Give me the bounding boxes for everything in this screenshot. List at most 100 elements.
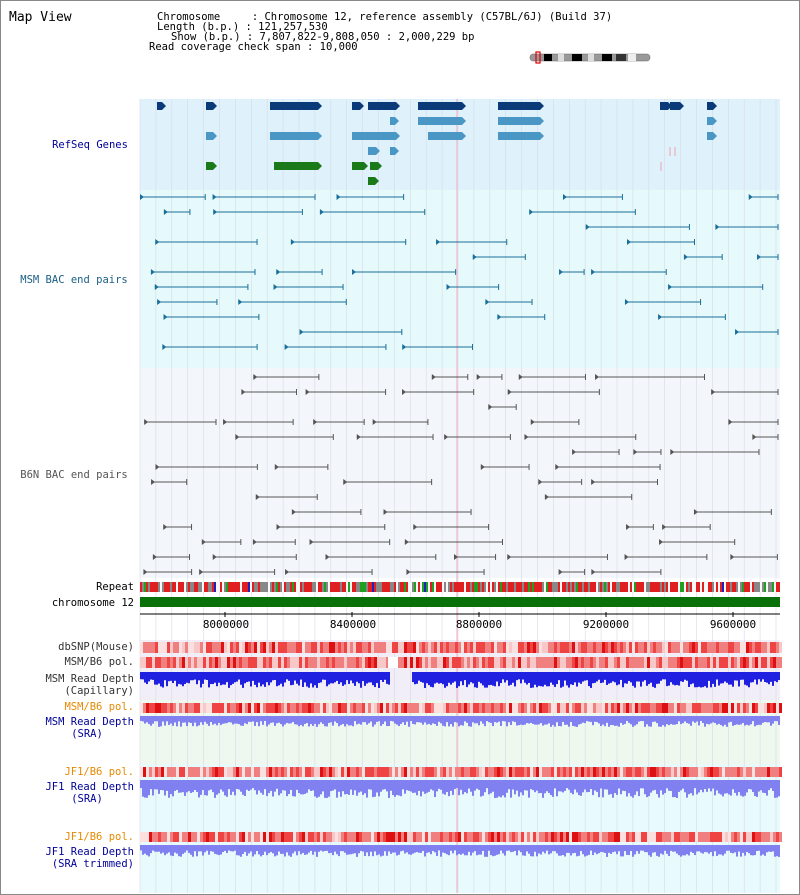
read-depth-bar — [218, 780, 220, 794]
polymorphism-cell — [185, 657, 188, 668]
polymorphism-cell — [275, 657, 278, 668]
repeat-segment — [202, 582, 204, 592]
read-depth-bar — [340, 672, 342, 683]
polymorphism-cell — [191, 767, 194, 777]
polymorphism-cell — [167, 657, 170, 668]
read-depth-bar — [696, 672, 698, 688]
polymorphism-cell — [140, 657, 143, 668]
read-depth-bar — [476, 780, 478, 789]
repeat-segment — [328, 582, 330, 592]
repeat-segment — [434, 582, 436, 592]
repeat-segment — [470, 582, 472, 592]
read-depth-bar — [316, 672, 318, 688]
read-depth-bar — [728, 780, 730, 795]
polymorphism-cell — [731, 642, 734, 653]
read-depth-bar — [380, 716, 382, 726]
read-depth-bar — [558, 780, 560, 792]
read-depth-bar — [592, 780, 594, 796]
read-depth-bar — [260, 672, 262, 687]
read-depth-bar — [284, 716, 286, 725]
polymorphism-cell — [341, 703, 344, 713]
read-depth-bar — [222, 716, 224, 724]
read-depth-bar — [518, 672, 520, 680]
read-depth-bar — [682, 780, 684, 789]
read-depth-bar — [746, 780, 748, 793]
polymorphism-cell — [701, 767, 704, 777]
read-depth-bar — [620, 845, 622, 857]
read-depth-bar — [290, 716, 292, 724]
read-depth-bar — [266, 845, 268, 856]
read-depth-bar — [532, 716, 534, 724]
repeat-segment — [508, 582, 510, 592]
polymorphism-cell — [767, 703, 770, 713]
repeat-segment — [704, 582, 706, 592]
read-depth-bar — [664, 672, 666, 680]
polymorphism-cell — [338, 642, 341, 653]
read-depth-bar — [420, 716, 422, 723]
polymorphism-cell — [269, 832, 272, 842]
read-depth-bar — [162, 845, 164, 853]
chromosome-ideogram[interactable] — [528, 51, 654, 65]
refseq-track-label[interactable]: RefSeq Genes — [52, 139, 128, 151]
read-depth-bar — [386, 845, 388, 856]
read-depth-bar — [484, 672, 486, 688]
polymorphism-cell — [662, 767, 665, 777]
polymorphism-cell — [200, 703, 203, 713]
bac-end-marker — [562, 194, 567, 200]
polymorphism-cell — [425, 657, 428, 668]
polymorphism-cell — [626, 657, 629, 668]
read-depth-bar — [410, 780, 412, 792]
read-depth-bar — [214, 716, 216, 724]
read-depth-bar — [474, 716, 476, 724]
read-depth-bar — [274, 845, 276, 857]
polymorphism-cell — [698, 703, 701, 713]
read-depth-bar — [344, 845, 346, 853]
polymorphism-cell — [341, 767, 344, 777]
read-depth-bar — [648, 845, 650, 856]
read-depth-bar — [146, 716, 148, 723]
read-depth-bar — [762, 780, 764, 793]
read-depth-bar — [142, 780, 144, 797]
read-depth-bar — [448, 672, 450, 683]
read-depth-bar — [468, 672, 470, 685]
polymorphism-cell — [251, 703, 254, 713]
polymorphism-cell — [419, 767, 422, 777]
repeat-segment — [252, 582, 254, 592]
read-depth-bar — [398, 845, 400, 855]
polymorphism-cell — [383, 832, 386, 842]
polymorphism-cell — [554, 703, 557, 713]
read-depth-bar — [484, 716, 486, 727]
bac-end-marker — [201, 539, 206, 545]
bac-end-marker — [728, 419, 733, 425]
read-depth-bar — [490, 716, 492, 723]
polymorphism-cell — [689, 767, 692, 777]
gene-strand-arrow — [396, 132, 400, 140]
polymorphism-cell — [683, 657, 686, 668]
bac-end-marker — [572, 449, 577, 455]
read-depth-bar — [548, 716, 550, 724]
polymorphism-cell — [566, 767, 569, 777]
polymorphism-cell — [275, 703, 278, 713]
polymorphism-cell — [350, 767, 353, 777]
polymorphism-cell — [266, 657, 269, 668]
polymorphism-cell — [473, 642, 476, 653]
gene-feature — [428, 132, 462, 140]
read-depth-bar — [320, 845, 322, 851]
polymorphism-cell — [779, 703, 782, 713]
msm-bac-track-label[interactable]: MSM BAC end pairs — [20, 274, 128, 286]
read-depth-bar — [726, 780, 728, 794]
read-depth-bar — [538, 845, 540, 854]
b6n-bac-track-label[interactable]: B6N BAC end pairs — [20, 469, 128, 481]
polymorphism-cell — [647, 657, 650, 668]
repeat-segment — [402, 582, 404, 592]
read-depth-bar — [406, 845, 408, 853]
polymorphism-cell — [266, 767, 269, 777]
polymorphism-cell — [494, 642, 497, 653]
polymorphism-cell — [398, 703, 401, 713]
read-depth-bar — [624, 716, 626, 724]
read-depth-bar — [366, 780, 368, 798]
polymorphism-cell — [566, 642, 569, 653]
repeat-segment — [558, 582, 560, 592]
read-depth-bar — [426, 845, 428, 853]
